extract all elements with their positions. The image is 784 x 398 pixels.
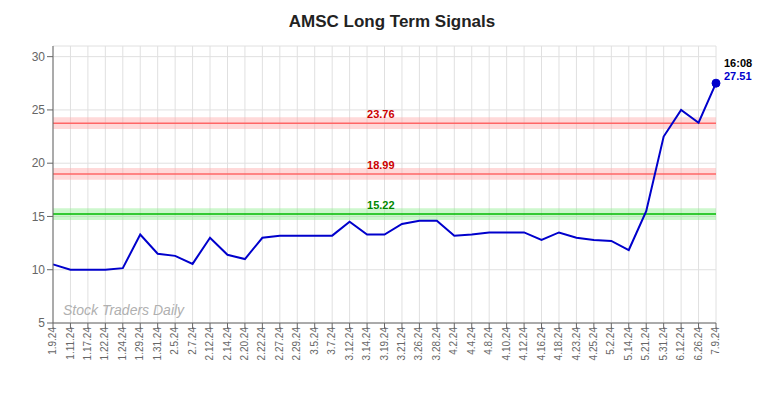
svg-text:2.12.24: 2.12.24 xyxy=(204,327,215,361)
svg-text:5.31.24: 5.31.24 xyxy=(658,327,669,361)
svg-text:6.12.24: 6.12.24 xyxy=(675,327,686,361)
svg-text:15.22: 15.22 xyxy=(367,199,395,211)
svg-text:1.22.24: 1.22.24 xyxy=(99,327,110,361)
svg-text:18.99: 18.99 xyxy=(367,159,395,171)
svg-text:2.7.24: 2.7.24 xyxy=(187,327,198,355)
svg-text:10: 10 xyxy=(32,263,46,277)
svg-text:2.5.24: 2.5.24 xyxy=(169,327,180,355)
svg-text:1.31.24: 1.31.24 xyxy=(152,327,163,361)
svg-text:3.14.24: 3.14.24 xyxy=(361,327,372,361)
svg-text:3.26.24: 3.26.24 xyxy=(413,327,424,361)
svg-text:16:08: 16:08 xyxy=(724,57,752,69)
svg-text:6.26.24: 6.26.24 xyxy=(693,327,704,361)
svg-text:5.21.24: 5.21.24 xyxy=(640,327,651,361)
svg-text:1.9.24: 1.9.24 xyxy=(47,327,58,355)
svg-text:2.20.24: 2.20.24 xyxy=(239,327,250,361)
html-text:AMSC Long Term Signals: AMSC Long Term Signals xyxy=(288,12,496,31)
svg-text:5: 5 xyxy=(38,316,45,330)
svg-text:15: 15 xyxy=(32,210,46,224)
svg-text:2.29.24: 2.29.24 xyxy=(291,327,302,361)
svg-text:2.27.24: 2.27.24 xyxy=(274,327,285,361)
svg-text:30: 30 xyxy=(32,50,46,64)
svg-text:3.19.24: 3.19.24 xyxy=(379,327,390,361)
svg-text:3.7.24: 3.7.24 xyxy=(326,327,337,355)
svg-text:1.29.24: 1.29.24 xyxy=(134,327,145,361)
svg-text:2.14.24: 2.14.24 xyxy=(222,327,233,361)
svg-text:27.51: 27.51 xyxy=(724,70,752,82)
svg-text:2.22.24: 2.22.24 xyxy=(256,327,267,361)
svg-text:25: 25 xyxy=(32,103,46,117)
svg-text:4.8.24: 4.8.24 xyxy=(483,327,494,355)
svg-text:4.23.24: 4.23.24 xyxy=(571,327,582,361)
svg-text:4.16.24: 4.16.24 xyxy=(536,327,547,361)
svg-text:7.9.24: 7.9.24 xyxy=(710,327,721,355)
svg-text:4.18.24: 4.18.24 xyxy=(553,327,564,361)
svg-text:4.25.24: 4.25.24 xyxy=(588,327,599,361)
svg-text:1.24.24: 1.24.24 xyxy=(117,327,128,361)
svg-text:4.10.24: 4.10.24 xyxy=(501,327,512,361)
svg-text:3.5.24: 3.5.24 xyxy=(309,327,320,355)
svg-text:20: 20 xyxy=(32,156,46,170)
svg-text:5.2.24: 5.2.24 xyxy=(605,327,616,355)
svg-text:3.12.24: 3.12.24 xyxy=(344,327,355,361)
svg-text:4.4.24: 4.4.24 xyxy=(466,327,477,355)
svg-text:1.17.24: 1.17.24 xyxy=(82,327,93,361)
svg-text:4.2.24: 4.2.24 xyxy=(448,327,459,355)
svg-text:3.28.24: 3.28.24 xyxy=(431,327,442,361)
svg-text:1.11.24: 1.11.24 xyxy=(65,327,76,360)
svg-text:3.21.24: 3.21.24 xyxy=(396,327,407,361)
svg-text:23.76: 23.76 xyxy=(367,108,395,120)
svg-text:Stock Traders Daily: Stock Traders Daily xyxy=(63,302,185,318)
svg-text:5.14.24: 5.14.24 xyxy=(623,327,634,361)
svg-text:4.12.24: 4.12.24 xyxy=(518,327,529,361)
